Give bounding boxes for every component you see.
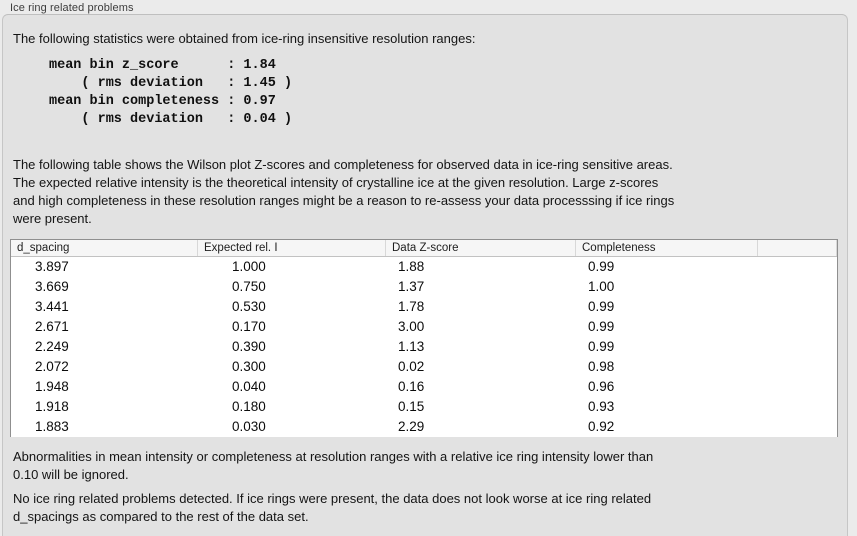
table-cell: 0.02 (398, 359, 425, 374)
table-cell: 2.249 (35, 339, 69, 354)
table-header-row: d_spacing Expected rel. I Data Z-score Comp… (11, 240, 837, 257)
table-cell: 1.00 (588, 279, 615, 294)
table-cell: 1.000 (232, 259, 266, 274)
table-cell-empty (758, 317, 837, 337)
table-cell: 0.300 (232, 359, 266, 374)
table-cell: 0.93 (588, 399, 615, 414)
table-row[interactable]: 2.249 0.390 1.13 0.99 (11, 337, 837, 357)
table-cell-empty (758, 297, 837, 317)
table-cell: 3.00 (398, 319, 425, 334)
table-cell: 0.99 (588, 299, 615, 314)
table-cell: 0.530 (232, 299, 266, 314)
table-cell: 1.88 (398, 259, 425, 274)
table-cell: 1.37 (398, 279, 425, 294)
table-row[interactable]: 3.897 1.000 1.88 0.99 (11, 257, 837, 277)
table-cell: 1.948 (35, 379, 69, 394)
table-cell: 0.030 (232, 419, 266, 434)
table-cell-empty (758, 337, 837, 357)
table-cell: 0.750 (232, 279, 266, 294)
table-description-text: The following table shows the Wilson plo… (13, 157, 675, 226)
table-cell: 0.99 (588, 339, 615, 354)
table-row[interactable]: 2.072 0.300 0.02 0.98 (11, 357, 837, 377)
table-cell: 2.072 (35, 359, 69, 374)
table-cell: 0.96 (588, 379, 615, 394)
groupbox-title: Ice ring related problems (10, 2, 134, 14)
table-cell: 3.441 (35, 299, 69, 314)
mean-bin-statistics-block: mean bin z_score : 1.84 ( rms deviation … (49, 58, 293, 127)
table-row[interactable]: 1.883 0.030 2.29 0.92 (11, 417, 837, 437)
table-body: 3.897 1.000 1.88 0.99 3.669 0.750 1.37 1.00 3.44… (11, 257, 837, 437)
table-cell: 0.170 (232, 319, 266, 334)
table-cell-empty (758, 417, 837, 437)
table-cell-empty (758, 277, 837, 297)
table-cell: 0.92 (588, 419, 615, 434)
column-header-expected-rel-i[interactable]: Expected rel. I (198, 240, 386, 256)
table-row[interactable]: 1.918 0.180 0.15 0.93 (11, 397, 837, 417)
column-header-data-z-score[interactable]: Data Z-score (386, 240, 576, 256)
table-cell: 0.390 (232, 339, 266, 354)
table-cell: 2.671 (35, 319, 69, 334)
column-header-d-spacing[interactable]: d_spacing (11, 240, 198, 256)
table-row[interactable]: 1.948 0.040 0.16 0.96 (11, 377, 837, 397)
table-cell: 3.669 (35, 279, 69, 294)
table-cell-empty (758, 357, 837, 377)
table-cell: 0.16 (398, 379, 425, 394)
table-cell-empty (758, 377, 837, 397)
table-cell: 0.98 (588, 359, 615, 374)
table-cell-empty (758, 397, 837, 417)
ignore-threshold-note: Abnormalities in mean intensity or compl… (13, 449, 654, 482)
table-cell: 1.78 (398, 299, 425, 314)
column-header-empty[interactable] (758, 240, 837, 256)
table-cell: 2.29 (398, 419, 425, 434)
table-cell: 0.15 (398, 399, 425, 414)
table-row[interactable]: 3.441 0.530 1.78 0.99 (11, 297, 837, 317)
table-cell: 1.13 (398, 339, 425, 354)
table-cell: 3.897 (35, 259, 69, 274)
table-cell: 1.883 (35, 419, 69, 434)
table-cell: 0.180 (232, 399, 266, 414)
intro-statistics-text: The following statistics were obtained f… (13, 31, 476, 46)
table-cell-empty (758, 257, 837, 277)
ice-ring-table: d_spacing Expected rel. I Data Z-score Comp… (10, 239, 838, 437)
table-row[interactable]: 3.669 0.750 1.37 1.00 (11, 277, 837, 297)
table-cell: 0.040 (232, 379, 266, 394)
column-header-completeness[interactable]: Completeness (576, 240, 758, 256)
table-row[interactable]: 2.671 0.170 3.00 0.99 (11, 317, 837, 337)
table-cell: 1.918 (35, 399, 69, 414)
table-cell: 0.99 (588, 259, 615, 274)
conclusion-text: No ice ring related problems detected. I… (13, 491, 652, 524)
table-cell: 0.99 (588, 319, 615, 334)
